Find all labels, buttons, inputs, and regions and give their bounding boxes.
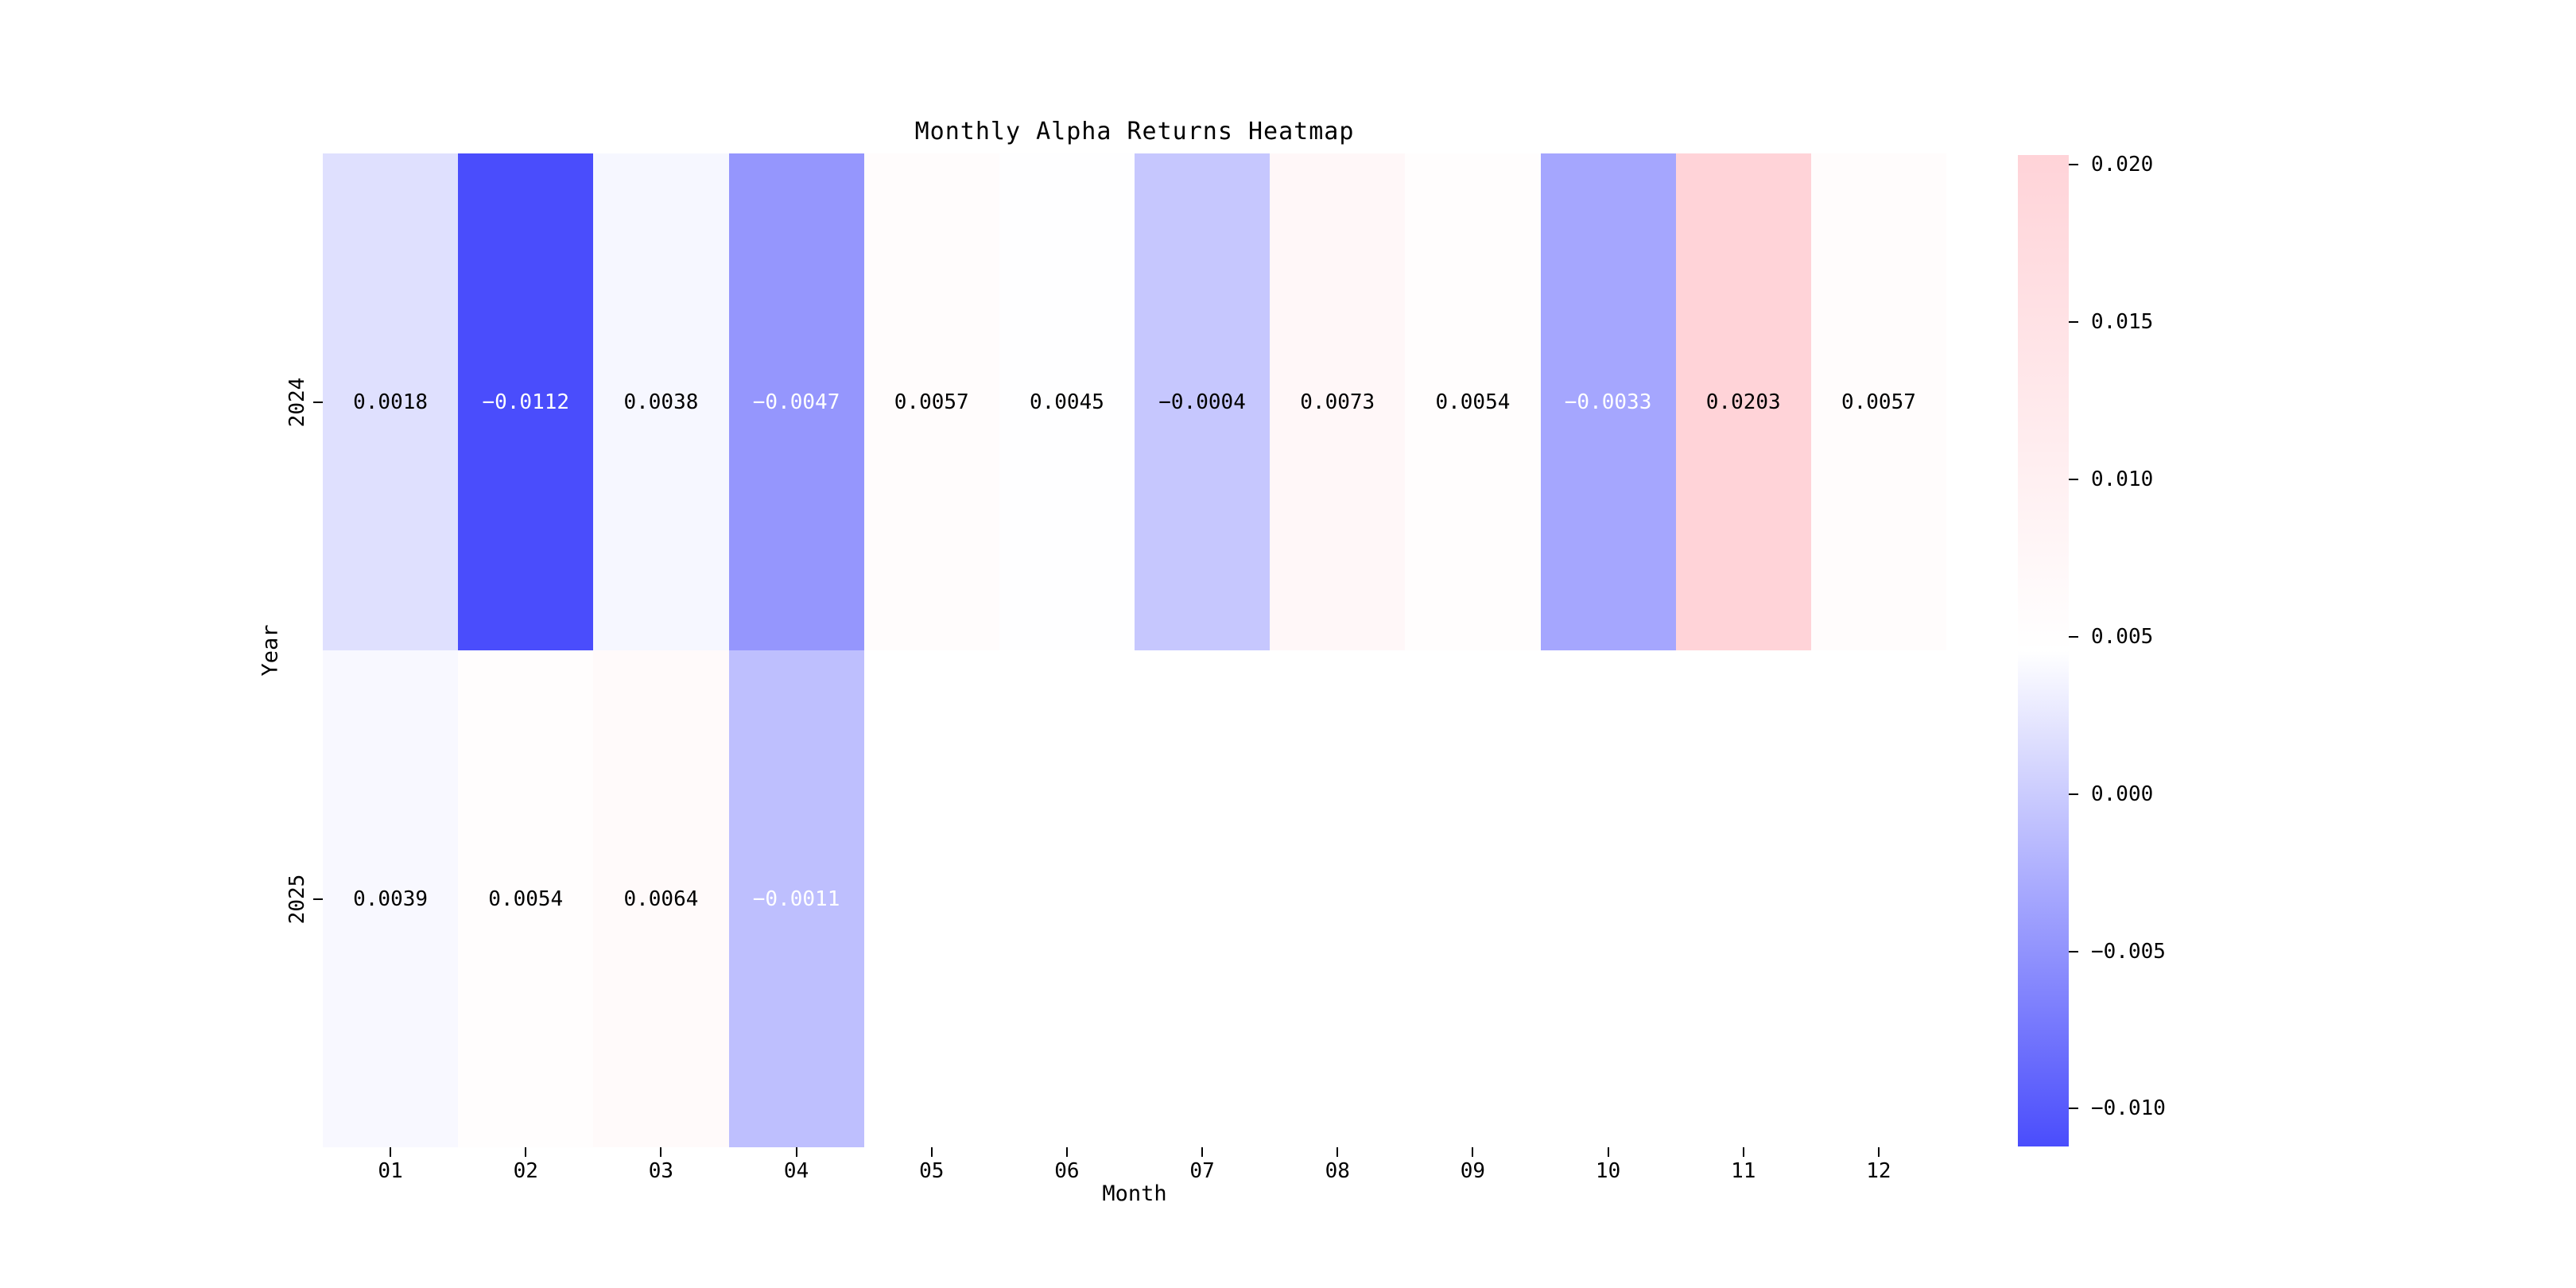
x-tick-mark	[390, 1147, 392, 1157]
x-tick-label: 06	[1054, 1159, 1080, 1183]
heatmap-cell: 0.0073	[1270, 153, 1406, 650]
x-tick-mark	[930, 1147, 933, 1157]
heatmap-cell: −0.0033	[1540, 153, 1676, 650]
y-axis-label: Year	[258, 624, 283, 677]
cell-value: 0.0018	[353, 390, 429, 414]
colorbar-tick-mark	[2069, 950, 2078, 952]
cell-value: 0.0054	[1435, 390, 1511, 414]
heatmap-cell: 0.0054	[458, 650, 594, 1147]
x-tick-mark	[1607, 1147, 1609, 1157]
cell-value: 0.0057	[1841, 390, 1916, 414]
x-tick-label: 04	[783, 1159, 809, 1183]
heatmap-cell	[863, 650, 999, 1147]
x-tick-mark	[795, 1147, 797, 1157]
x-tick-label: 08	[1325, 1159, 1350, 1183]
y-tick-label: 2024	[285, 377, 309, 427]
heatmap-cell: 0.0203	[1675, 153, 1811, 650]
x-tick-mark	[1336, 1147, 1339, 1157]
heatmap-cell: −0.0047	[728, 153, 864, 650]
heatmap-cell: 0.0038	[593, 153, 729, 650]
x-tick-label: 01	[378, 1159, 403, 1183]
cell-value: 0.0038	[623, 390, 699, 414]
heatmap-cell	[1405, 650, 1541, 1147]
x-axis-label: Month	[1102, 1181, 1167, 1206]
colorbar	[2018, 155, 2069, 1146]
heatmap-cell	[1270, 650, 1406, 1147]
x-tick-label: 03	[648, 1159, 674, 1183]
cell-value: 0.0045	[1029, 390, 1104, 414]
colorbar-tick-mark	[2069, 635, 2078, 638]
y-tick-mark	[313, 401, 323, 403]
cell-value: 0.0064	[623, 886, 699, 911]
cell-value: −0.0011	[752, 886, 840, 911]
colorbar-tick-mark	[2069, 163, 2078, 165]
colorbar-tick-label: 0.015	[2091, 309, 2154, 334]
y-tick-label: 2025	[285, 874, 309, 924]
colorbar-tick-label: −0.010	[2091, 1096, 2166, 1121]
heatmap-cell: 0.0018	[323, 153, 459, 650]
cell-value: 0.0073	[1300, 390, 1375, 414]
x-tick-mark	[660, 1147, 662, 1157]
heatmap-grid: 0.0018 −0.0112 0.0038 −0.0047 0.0057 0.0045 −0…	[323, 153, 1946, 1147]
heatmap-cell: 0.0064	[593, 650, 729, 1147]
colorbar-tick-label: 0.010	[2091, 467, 2154, 491]
x-tick-mark	[1472, 1147, 1474, 1157]
chart-title: Monthly Alpha Returns Heatmap	[914, 118, 1355, 145]
x-tick-mark	[1201, 1147, 1204, 1157]
cell-value: −0.0004	[1158, 390, 1246, 414]
x-tick-mark	[525, 1147, 527, 1157]
heatmap-cell	[1135, 650, 1271, 1147]
cell-value: −0.0047	[752, 390, 840, 414]
x-tick-label: 09	[1460, 1159, 1486, 1183]
heatmap-cell: −0.0112	[458, 153, 594, 650]
x-tick-label: 10	[1595, 1159, 1621, 1183]
colorbar-tick-mark	[2069, 1108, 2078, 1110]
y-tick-mark	[313, 898, 323, 900]
x-tick-mark	[1065, 1147, 1068, 1157]
cell-value: 0.0203	[1705, 390, 1781, 414]
heatmap-cell: −0.0004	[1135, 153, 1271, 650]
heatmap-cell	[1540, 650, 1676, 1147]
colorbar-tick-label: −0.005	[2091, 939, 2166, 964]
heatmap-cell: 0.0054	[1405, 153, 1541, 650]
heatmap-cell: 0.0039	[323, 650, 459, 1147]
heatmap-cell: 0.0057	[863, 153, 999, 650]
x-tick-mark	[1877, 1147, 1880, 1157]
cell-value: 0.0054	[488, 886, 564, 911]
heatmap-cell	[1675, 650, 1811, 1147]
x-tick-label: 11	[1731, 1159, 1756, 1183]
colorbar-tick-mark	[2069, 478, 2078, 480]
x-tick-label: 12	[1866, 1159, 1891, 1183]
colorbar-tick-label: 0.000	[2091, 782, 2154, 806]
colorbar-tick-mark	[2069, 793, 2078, 795]
colorbar-tick-mark	[2069, 320, 2078, 323]
cell-value: 0.0039	[353, 886, 429, 911]
heatmap-cell: −0.0011	[728, 650, 864, 1147]
cell-value: −0.0112	[482, 390, 570, 414]
heatmap-cell: 0.0045	[999, 153, 1135, 650]
heatmap-cell	[999, 650, 1135, 1147]
cell-value: −0.0033	[1564, 390, 1652, 414]
heatmap-cell	[1810, 650, 1946, 1147]
heatmap-cell: 0.0057	[1810, 153, 1946, 650]
x-tick-mark	[1742, 1147, 1744, 1157]
colorbar-tick-label: 0.020	[2091, 152, 2154, 177]
cell-value: 0.0057	[894, 390, 969, 414]
colorbar-tick-label: 0.005	[2091, 624, 2154, 649]
x-tick-label: 05	[919, 1159, 945, 1183]
x-tick-label: 07	[1189, 1159, 1215, 1183]
x-tick-label: 02	[513, 1159, 538, 1183]
